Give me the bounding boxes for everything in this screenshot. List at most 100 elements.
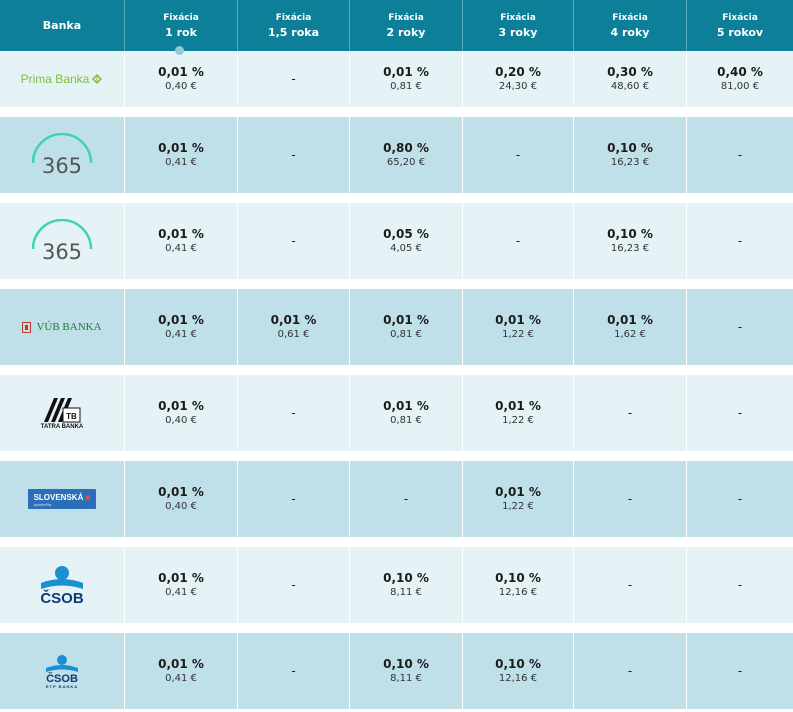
- empty-value: -: [291, 492, 296, 506]
- header-top: Fixácia: [722, 12, 758, 23]
- empty-value: -: [403, 492, 409, 506]
- rate-cell: -: [686, 547, 793, 623]
- bank-logo-csob-etp[interactable]: ČSOB ETP BANKA: [0, 633, 124, 709]
- header-top: Fixácia: [163, 12, 199, 23]
- rate-value: 0,10 %: [607, 227, 653, 241]
- table-row: 365 0,01 % 0,41 € - 0,80 % 65,20 € - 0,10 …: [0, 117, 793, 193]
- prima-leaf-icon: [92, 73, 103, 85]
- rate-value: 0,01 %: [158, 65, 204, 79]
- row-gap: [0, 451, 793, 461]
- rate-value: 0,80 %: [383, 141, 429, 155]
- fee-value: 12,16 €: [498, 587, 538, 598]
- rate-cell: 0,01 % 0,40 €: [124, 461, 237, 537]
- tooltip-handle-icon[interactable]: [175, 46, 184, 55]
- rate-cell: -: [237, 375, 349, 451]
- rate-cell: -: [573, 633, 686, 709]
- table-row: ČSOB ETP BANKA 0,01 % 0,41 € - 0,10 % 8,11…: [0, 633, 793, 709]
- header-top: Fixácia: [388, 12, 424, 23]
- table-row: 365 0,01 % 0,41 € - 0,05 % 4,05 € - 0,10 %…: [0, 203, 793, 279]
- empty-value: -: [291, 72, 296, 86]
- rate-cell: -: [237, 633, 349, 709]
- empty-value: -: [627, 664, 633, 678]
- table-row: TB TATRA BANKA 0,01 % 0,40 € - 0,01 % 0,81…: [0, 375, 793, 451]
- rate-cell: 0,01 % 0,40 €: [124, 375, 237, 451]
- 365-bank-logo: 365: [31, 133, 93, 177]
- rate-cell: -: [237, 461, 349, 537]
- rate-value: 0,10 %: [383, 571, 429, 585]
- slovenska-sporitelna-logo: SLOVENSKÁ ■ sporiteľňa: [27, 489, 97, 509]
- rate-cell: 0,01 % 1,62 €: [573, 289, 686, 365]
- empty-value: -: [737, 492, 743, 506]
- fee-value: 4,05 €: [390, 243, 422, 254]
- rate-cell: -: [573, 461, 686, 537]
- fee-value: 8,11 €: [390, 673, 422, 684]
- rate-cell: -: [573, 547, 686, 623]
- rate-cell: -: [462, 203, 573, 279]
- rate-value: 0,10 %: [495, 657, 541, 671]
- header-top: Fixácia: [275, 12, 312, 23]
- fee-value: 16,23 €: [610, 157, 650, 168]
- slsp-name: SLOVENSKÁ: [33, 493, 84, 502]
- bank-logo-csob[interactable]: ČSOB: [0, 547, 124, 623]
- bank-logo-tatra[interactable]: TB TATRA BANKA: [0, 375, 124, 451]
- fee-value: 0,41 €: [165, 243, 197, 254]
- rate-cell: 0,01 % 0,41 €: [124, 117, 237, 193]
- row-gap: [0, 537, 793, 547]
- bank-logo-365[interactable]: 365: [0, 203, 124, 279]
- rate-value: 0,10 %: [607, 141, 653, 155]
- rate-cell: -: [237, 117, 349, 193]
- rate-cell: -: [237, 51, 349, 107]
- 365-logo-text: 365: [42, 240, 82, 263]
- rate-value: 0,01 %: [158, 399, 204, 413]
- fee-value: 0,81 €: [390, 81, 422, 92]
- rate-value: 0,01 %: [383, 313, 429, 327]
- csob-etp-subname: ETP BANKA: [45, 683, 79, 689]
- header-col-1: Fixácia 1 rok: [124, 0, 237, 51]
- rate-cell: 0,01 % 1,22 €: [462, 375, 573, 451]
- vub-banka-logo: VÚB BANKA: [22, 321, 102, 333]
- empty-value: -: [627, 492, 633, 506]
- rate-cell: -: [686, 203, 793, 279]
- bank-logo-slsp[interactable]: SLOVENSKÁ ■ sporiteľňa: [0, 461, 124, 537]
- rate-value: 0,01 %: [495, 485, 541, 499]
- rate-cell: 0,40 % 81,00 €: [686, 51, 793, 107]
- rate-value: 0,01 %: [495, 399, 541, 413]
- fee-value: 1,22 €: [502, 415, 534, 426]
- rate-cell: 0,01 % 0,81 €: [349, 51, 462, 107]
- rate-cell: 0,20 % 24,30 €: [462, 51, 573, 107]
- rate-value: 0,30 %: [607, 65, 653, 79]
- rate-cell: 0,10 % 8,11 €: [349, 633, 462, 709]
- fee-value: 81,00 €: [720, 81, 760, 92]
- table-header: Banka Fixácia 1 rok Fixácia 1,5 roka Fixác…: [0, 0, 793, 51]
- bank-logo-vub[interactable]: VÚB BANKA: [0, 289, 124, 365]
- header-col-2: Fixácia 1,5 roka: [237, 0, 349, 51]
- row-gap: [0, 193, 793, 203]
- row-gap: [0, 107, 793, 117]
- rate-value: 0,01 %: [270, 313, 317, 327]
- rate-cell: -: [686, 461, 793, 537]
- rate-cell: -: [462, 117, 573, 193]
- vub-emblem-icon: [22, 321, 32, 333]
- fee-value: 0,41 €: [165, 157, 197, 168]
- fee-value: 12,16 €: [498, 673, 538, 684]
- header-top: Fixácia: [500, 12, 536, 23]
- 365-bank-logo: 365: [31, 219, 93, 263]
- header-bottom: 5 rokov: [716, 25, 764, 39]
- rate-value: 0,05 %: [383, 227, 429, 241]
- row-gap: [0, 365, 793, 375]
- rate-value: 0,01 %: [158, 657, 204, 671]
- empty-value: -: [291, 148, 296, 162]
- rate-cell: 0,01 % 1,22 €: [462, 461, 573, 537]
- bank-logo-365[interactable]: 365: [0, 117, 124, 193]
- rate-value: 0,10 %: [383, 657, 429, 671]
- rate-value: 0,20 %: [495, 65, 541, 79]
- bank-logo-prima[interactable]: Prima Banka: [0, 51, 124, 107]
- header-col-5: Fixácia 4 roky: [573, 0, 686, 51]
- empty-value: -: [515, 148, 521, 162]
- rate-cell: 0,01 % 0,41 €: [124, 289, 237, 365]
- rate-cell: -: [686, 375, 793, 451]
- csob-name: ČSOB: [40, 589, 84, 607]
- prima-banka-name: Prima Banka: [20, 72, 90, 86]
- rate-cell: 0,01 % 1,22 €: [462, 289, 573, 365]
- empty-value: -: [737, 148, 743, 162]
